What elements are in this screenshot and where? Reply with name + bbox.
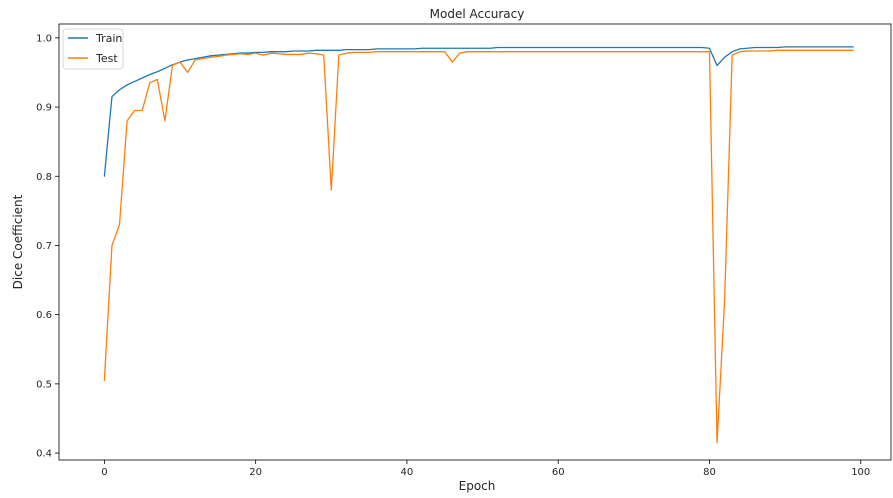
y-tick-label: 0.4 <box>36 449 52 460</box>
x-axis: 0 20 40 60 80 100 <box>101 460 870 478</box>
x-tick-label: 40 <box>401 467 414 478</box>
series-layer <box>103 46 854 444</box>
x-tick-label: 20 <box>249 467 262 478</box>
x-axis-title: Epoch <box>459 479 496 493</box>
legend-label-train: Train <box>95 32 122 45</box>
legend-box <box>62 28 124 70</box>
y-tick-label: 0.6 <box>36 310 52 321</box>
x-tick-label: 80 <box>703 467 716 478</box>
x-tick-label: 60 <box>552 467 565 478</box>
y-tick-label: 0.7 <box>36 241 52 252</box>
y-axis-title: Dice Coefficient <box>11 194 25 289</box>
plot-frame <box>58 23 892 461</box>
y-axis: 0.4 0.5 0.6 0.7 0.8 0.9 1.0 <box>36 33 59 460</box>
y-tick-label: 1.0 <box>36 33 52 44</box>
x-tick-label: 100 <box>851 467 870 478</box>
y-tick-label: 0.9 <box>36 103 52 114</box>
x-tick-label: 0 <box>101 467 107 478</box>
chart-title: Model Accuracy <box>430 7 525 21</box>
legend-label-test: Test <box>95 52 118 65</box>
y-tick-label: 0.5 <box>36 379 52 390</box>
series-line-train <box>103 46 854 177</box>
series-line-test <box>103 49 854 444</box>
y-tick-label: 0.8 <box>36 172 52 183</box>
legend: Train Test <box>62 28 124 70</box>
